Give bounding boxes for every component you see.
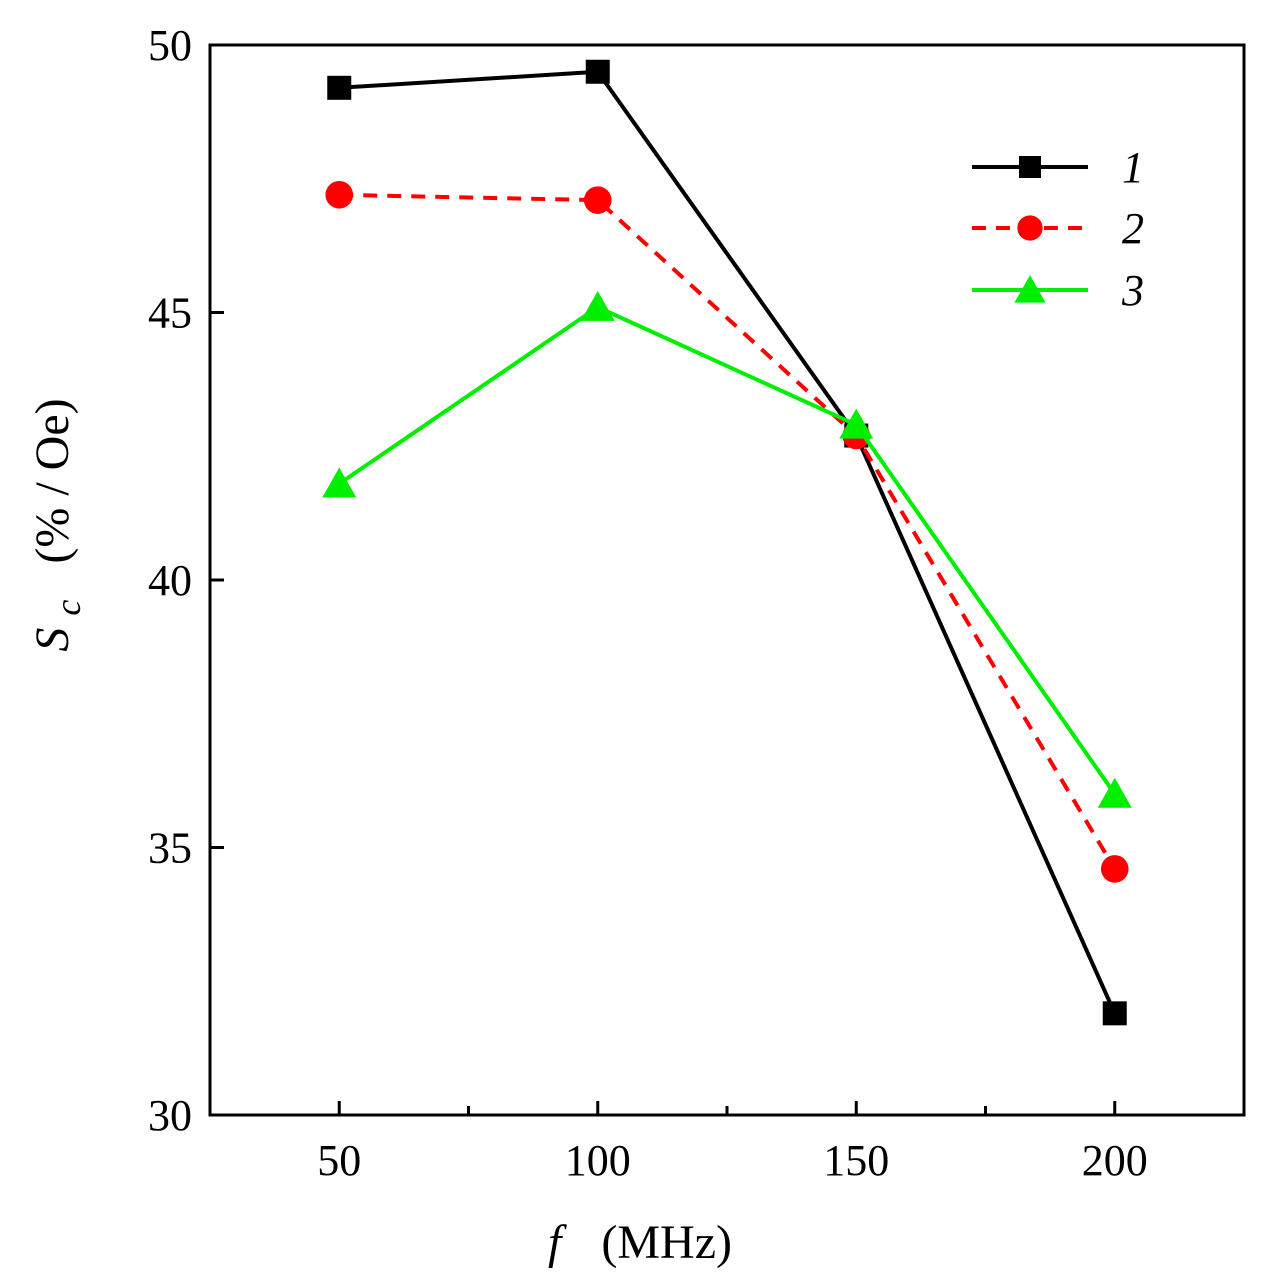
- legend-marker: [1014, 275, 1046, 303]
- series-1: [327, 59, 1127, 1026]
- x-axis-variable: f: [548, 1216, 567, 1269]
- series-3-point: [580, 290, 615, 321]
- legend-label: 1: [1122, 143, 1144, 192]
- y-axis-subscript: c: [48, 600, 88, 616]
- y-tick-label: 35: [148, 824, 192, 873]
- series-1-point: [585, 59, 610, 84]
- x-tick-label: 200: [1082, 1136, 1148, 1185]
- y-tick-label: 45: [148, 289, 192, 338]
- y-axis-label: S c (% / Oe): [26, 398, 91, 651]
- axis-ticks: 50 100 150 200 30 35 40 45 50: [148, 21, 1148, 1185]
- y-axis-unit: (% / Oe): [26, 398, 79, 563]
- legend-label: 3: [1121, 266, 1144, 315]
- legend-item-2: 2: [972, 204, 1144, 253]
- series-1-line: [339, 69, 1117, 1015]
- series-2-point: [325, 181, 354, 209]
- series-3: [322, 290, 1132, 808]
- y-tick-label: 40: [148, 556, 192, 605]
- x-axis-unit: (MHz): [601, 1216, 732, 1269]
- series-layer: [322, 59, 1132, 1026]
- x-tick-label: 50: [317, 1136, 361, 1185]
- series-2: [325, 181, 1129, 883]
- series-2-point: [1100, 855, 1129, 883]
- y-tick-label: 50: [148, 21, 192, 70]
- x-tick-label: 150: [823, 1136, 889, 1185]
- series-2-point: [583, 186, 612, 214]
- y-axis-variable: S: [26, 628, 79, 652]
- series-2-line: [339, 192, 1117, 870]
- legend: 1 2 3: [972, 143, 1144, 315]
- legend-marker: [1019, 156, 1041, 178]
- y-tick-label: 30: [148, 1091, 192, 1140]
- series-3-line: [338, 305, 1117, 796]
- x-axis-label: f (MHz): [548, 1216, 732, 1269]
- legend-marker: [1017, 215, 1043, 241]
- series-1-point: [327, 75, 352, 100]
- series-3-point: [322, 467, 357, 498]
- legend-item-1: 1: [972, 143, 1144, 192]
- series-3-point: [839, 408, 874, 439]
- legend-item-3: 3: [972, 266, 1144, 315]
- series-3-point: [1097, 777, 1132, 808]
- legend-label: 2: [1122, 204, 1144, 253]
- series-1-point: [1102, 1001, 1127, 1026]
- x-tick-label: 100: [565, 1136, 631, 1185]
